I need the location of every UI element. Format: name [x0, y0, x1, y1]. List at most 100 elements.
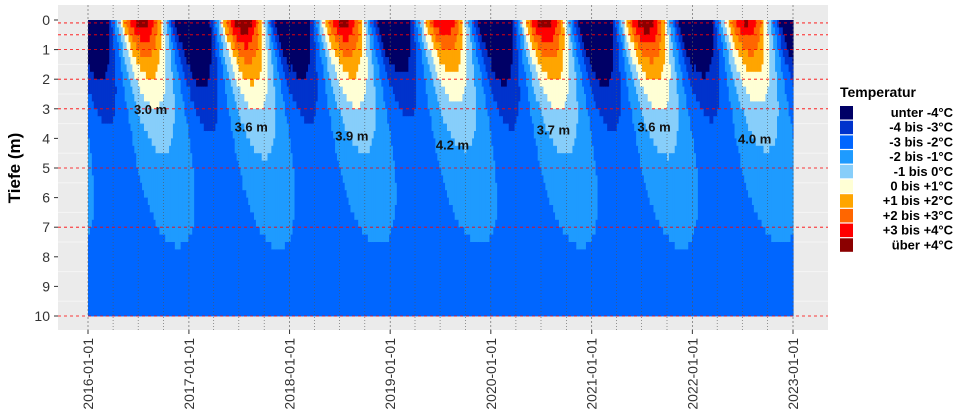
heatmap-cell [576, 20, 579, 36]
heatmap-cell [630, 20, 633, 28]
heatmap-cell [686, 20, 689, 58]
heatmap-cell [591, 94, 595, 147]
heatmap-cell [555, 108, 558, 147]
heatmap-cell [335, 101, 338, 154]
heatmap-cell [89, 71, 93, 95]
heatmap-cell [655, 79, 658, 110]
heatmap-cell [591, 145, 595, 235]
heatmap-cell [543, 182, 547, 317]
heatmap-cell [543, 123, 547, 184]
heatmap-cell [350, 34, 354, 58]
heatmap-cell [433, 34, 436, 50]
heatmap-cell [242, 190, 245, 317]
heatmap-cell [468, 20, 471, 28]
heatmap-cell [392, 20, 396, 65]
heatmap-cell [365, 234, 369, 317]
heatmap-cell [636, 94, 639, 147]
heatmap-cell [624, 49, 628, 73]
heatmap-cell [340, 20, 344, 28]
heatmap-cell [477, 242, 481, 317]
heatmap-cell [433, 138, 436, 317]
heatmap-cell [584, 94, 587, 250]
heatmap-cell [433, 86, 436, 139]
heatmap-cell [705, 116, 709, 317]
heatmap-cell [240, 34, 243, 43]
heatmap-cell [666, 20, 670, 36]
heatmap-cell [628, 64, 631, 102]
heatmap-cell [136, 20, 139, 28]
heatmap-cell [134, 20, 137, 36]
heatmap-cell [190, 101, 193, 154]
heatmap-cell [383, 101, 386, 243]
heatmap-cell [215, 27, 218, 58]
heatmap-cell [143, 57, 147, 73]
heatmap-cell [205, 86, 209, 132]
heatmap-cell [670, 42, 674, 154]
heatmap-cell [151, 212, 155, 317]
heatmap-cell [778, 34, 782, 58]
heatmap-cell [730, 49, 734, 73]
heatmap-cell [288, 71, 292, 95]
heatmap-cell [665, 153, 668, 235]
heatmap-cell [692, 138, 695, 235]
heatmap-cell [510, 64, 514, 132]
heatmap-cell [638, 34, 641, 50]
heatmap-cell [151, 145, 155, 213]
heatmap-cell [257, 79, 261, 110]
heatmap-cell [516, 116, 519, 317]
heatmap-cell [170, 71, 174, 139]
heatmap-cell [255, 49, 259, 80]
heatmap-cell [501, 86, 504, 117]
heatmap-cell [155, 34, 159, 73]
heatmap-cell [543, 71, 547, 95]
heatmap-cell [773, 145, 776, 243]
heatmap-cell [377, 242, 381, 317]
heatmap-cell [342, 42, 346, 58]
heatmap-cell [348, 138, 352, 206]
heatmap-cell [441, 49, 444, 65]
heatmap-cell [443, 34, 446, 50]
heatmap-cell [344, 20, 348, 28]
heatmap-cell [248, 108, 251, 139]
x-tick-label: 2021-01-01 [584, 338, 600, 410]
heatmap-cell [668, 20, 672, 28]
heatmap-cell [564, 153, 568, 235]
heatmap-cell [153, 49, 157, 80]
heatmap-cell [638, 64, 641, 80]
heatmap-cell [549, 57, 552, 80]
heatmap-cell [749, 57, 753, 73]
heatmap-cell [547, 79, 550, 102]
x-tick-label: 2020-01-01 [483, 338, 499, 410]
heatmap-cell [703, 20, 707, 80]
heatmap-cell [145, 27, 149, 43]
heatmap-cell [203, 20, 207, 87]
heatmap-cell [362, 101, 365, 154]
heatmap-cell [759, 20, 763, 28]
heatmap-cell [244, 64, 247, 80]
heatmap-cell [630, 42, 633, 58]
heatmap-cell [292, 71, 296, 102]
heatmap-cell [252, 86, 255, 110]
heatmap-cell [607, 20, 610, 87]
heatmap-cell [622, 34, 626, 58]
heatmap-cell [140, 42, 143, 58]
heatmap-cell [595, 108, 599, 176]
heatmap-cell [618, 116, 622, 317]
heatmap-cell [194, 108, 197, 317]
heatmap-cell [670, 153, 674, 243]
heatmap-cell [692, 94, 695, 139]
heatmap-cell [348, 57, 352, 80]
heatmap-cell [331, 20, 334, 36]
heatmap-cell [740, 57, 743, 80]
heatmap-cell [483, 42, 487, 65]
heatmap-cell [319, 57, 323, 317]
heatmap-cell [755, 71, 759, 102]
heatmap-cell [271, 27, 274, 43]
heatmap-cell [219, 57, 222, 317]
heatmap-cell [628, 34, 631, 50]
heatmap-cell [109, 123, 112, 317]
heatmap-cell [365, 57, 369, 80]
heatmap-cell [226, 108, 230, 317]
heatmap-cell [367, 242, 371, 317]
heatmap-cell [151, 108, 155, 147]
